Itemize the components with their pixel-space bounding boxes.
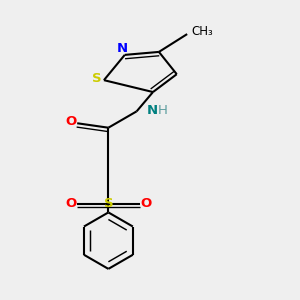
Text: N: N [147,104,158,117]
Text: O: O [140,197,152,210]
Text: S: S [103,197,113,210]
Text: H: H [158,104,168,117]
Text: CH₃: CH₃ [192,25,213,38]
Text: N: N [117,42,128,55]
Text: S: S [92,72,101,85]
Text: O: O [65,115,76,128]
Text: O: O [65,197,76,210]
